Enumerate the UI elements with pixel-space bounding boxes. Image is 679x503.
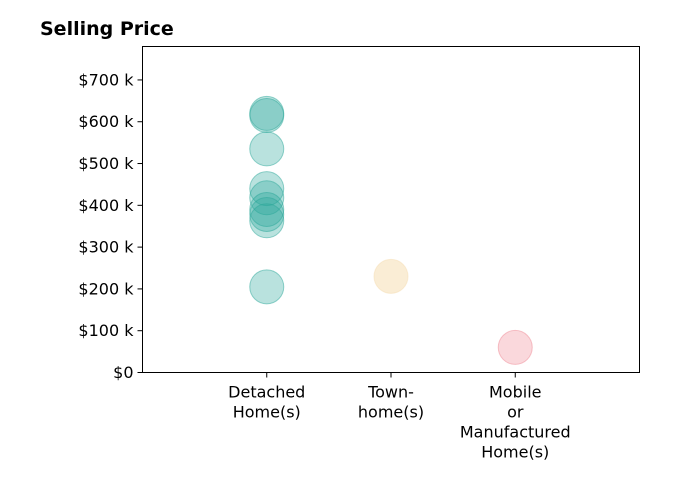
x-axis: Detached Home(s)Town-home(s)Mobile or Manuf… [228, 372, 571, 462]
data-point [249, 131, 285, 167]
plot-area [142, 46, 640, 373]
y-tick-label: $400 k [78, 196, 134, 215]
x-category-label-line: Detached [228, 383, 305, 402]
x-category-label-line: Manufactured [460, 423, 571, 442]
data-point [497, 329, 533, 365]
x-category-label-line: home(s) [358, 403, 424, 422]
x-category-label: Town-home(s) [358, 383, 424, 422]
x-category-label-line: Home(s) [481, 443, 549, 462]
x-category-label: Detached Home(s) [228, 383, 305, 422]
y-tick-label: $500 k [78, 154, 134, 173]
y-tick-label: $100 k [78, 321, 134, 340]
x-category-label-line: Mobile [489, 383, 541, 402]
data-point [373, 258, 409, 294]
y-tick-label: $300 k [78, 238, 134, 257]
data-point [249, 203, 285, 239]
chart-title: Selling Price [40, 18, 174, 40]
x-category-label: Mobile or Manufactured Home(s) [460, 383, 571, 462]
y-tick-label: $600 k [78, 112, 134, 131]
data-point [249, 192, 285, 227]
x-category-label-line: Home(s) [233, 403, 301, 422]
data-point [249, 97, 285, 133]
y-tick-label: $0 [113, 363, 133, 382]
y-tick-label: $200 k [78, 279, 134, 298]
data-points [249, 95, 533, 365]
data-point [249, 269, 285, 305]
y-axis: $0 $100 k $200 k $300 k $400 k $500 k $600 k $7… [78, 70, 143, 382]
y-tick-label: $700 k [78, 70, 134, 89]
data-point [249, 171, 285, 207]
x-category-label-line: or [507, 403, 524, 422]
x-category-label-line: Town- [367, 383, 414, 402]
